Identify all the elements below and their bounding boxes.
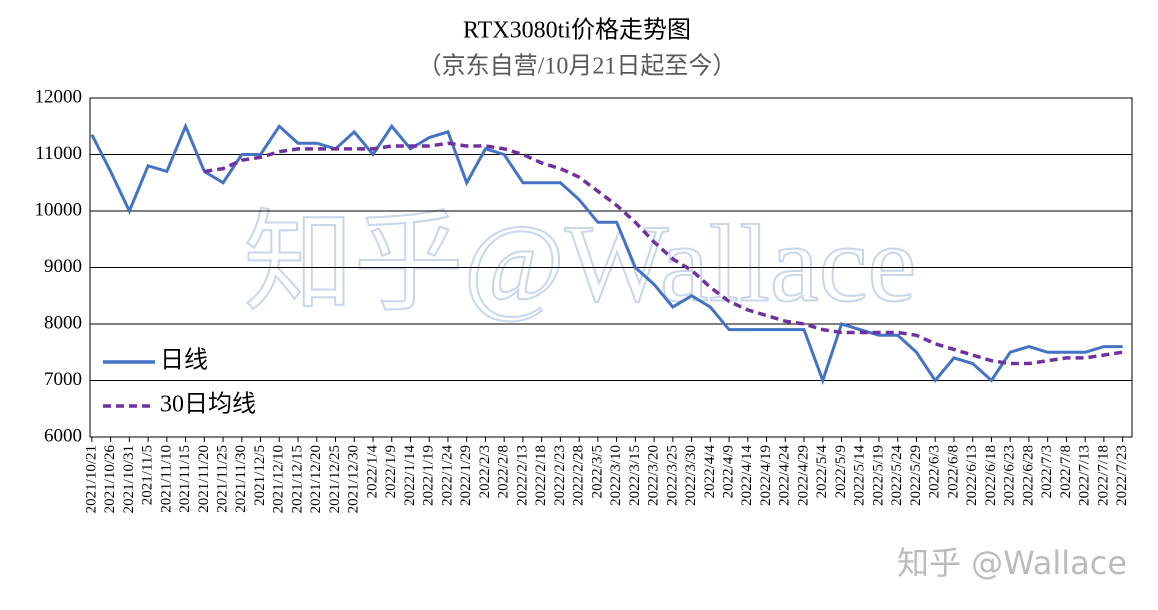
chart-title: RTX3080ti价格走势图 (463, 17, 691, 44)
x-tick-label: 2021/11/30 (233, 445, 249, 513)
x-tick-label: 2022/2/3 (477, 445, 493, 498)
y-tick-label: 6000 (44, 425, 82, 446)
x-tick-label: 2022/5/24 (889, 445, 905, 506)
legend-label: 日线 (160, 347, 208, 374)
x-tick-label: 2022/6/28 (1020, 445, 1036, 506)
x-tick-label: 2022/4/9 (721, 445, 737, 498)
watermark: 知乎@Wallace (244, 202, 917, 324)
x-tick-label: 2022/5/29 (908, 445, 924, 506)
x-tick-label: 2022/4/24 (777, 445, 793, 506)
x-tick-label: 2022/3/25 (664, 445, 680, 506)
x-tick-label: 2022/5/9 (833, 445, 849, 498)
x-tick-label: 2022/4/19 (758, 445, 774, 506)
x-tick-label: 2021/12/30 (346, 445, 362, 513)
x-tick-label: 2022/2/13 (514, 445, 530, 506)
y-tick-label: 9000 (44, 256, 82, 277)
x-tick-label: 2022/5/19 (870, 445, 886, 506)
x-tick-label: 2022/1/4 (364, 445, 380, 499)
x-tick-label: 2021/10/21 (83, 445, 99, 513)
x-tick-label: 2022/2/8 (496, 445, 512, 498)
x-tick-label: 2021/12/5 (252, 445, 268, 506)
x-tick-label: 2022/7/23 (1114, 445, 1130, 506)
credit: 知乎 @Wallace (897, 544, 1127, 582)
x-tick-label: 2021/10/26 (102, 445, 118, 514)
x-tick-label: 2021/12/10 (271, 445, 287, 513)
x-tick-label: 2022/5/14 (852, 445, 868, 506)
x-tick-label: 2021/12/15 (289, 445, 305, 513)
x-tick-label: 2022/1/9 (383, 445, 399, 498)
x-tick-label: 2021/12/20 (308, 445, 324, 513)
x-tick-label: 2022/5/4 (814, 445, 830, 499)
x-tick-label: 2022/7/3 (1039, 445, 1055, 498)
x-tick-label: 2022/2/18 (533, 445, 549, 506)
x-tick-label: 2022/3/10 (608, 445, 624, 506)
series-line (204, 141, 1123, 366)
legend-label: 30日均线 (160, 391, 256, 418)
y-tick-label: 12000 (35, 86, 83, 107)
x-tick-label: 2022/3/30 (683, 445, 699, 506)
x-tick-label: 2022/7/8 (1058, 445, 1074, 498)
x-tick-label: 2022/4/14 (739, 445, 755, 506)
x-tick-label: 2021/11/10 (158, 445, 174, 513)
x-tick-label: 2022/1/29 (458, 445, 474, 506)
y-tick-label: 11000 (35, 143, 82, 164)
x-tick-label: 2022/6/13 (964, 445, 980, 506)
x-tick-label: 2022/3/5 (589, 445, 605, 498)
x-tick-label: 2022/3/20 (646, 445, 662, 506)
x-tick-label: 2022/7/13 (1077, 445, 1093, 506)
y-tick-label: 7000 (44, 369, 82, 390)
x-tick-label: 2022/6/8 (945, 445, 961, 498)
x-tick-label: 2021/10/31 (121, 445, 137, 513)
x-tick-label: 2022/6/23 (1002, 445, 1018, 506)
x-tick-label: 2021/11/25 (214, 445, 230, 513)
x-tick-label: 2022/7/18 (1095, 445, 1111, 506)
x-tick-label: 2022/4/29 (795, 445, 811, 506)
x-tick-label: 2022/2/28 (571, 445, 587, 506)
y-tick-label: 8000 (44, 312, 82, 333)
x-tick-label: 2022/4/4 (702, 445, 718, 499)
x-tick-label: 2022/1/24 (439, 445, 455, 506)
x-tick-label: 2021/11/5 (140, 445, 156, 505)
y-tick-label: 10000 (35, 199, 83, 220)
plot-frame (89, 97, 1133, 438)
chart-subtitle: （京东自营/10月21日起至今） (418, 53, 737, 80)
x-tick-label: 2022/1/14 (402, 445, 418, 506)
series-line (90, 122, 1123, 386)
x-tick-label: 2022/6/18 (983, 445, 999, 506)
x-tick-label: 2022/6/3 (927, 445, 943, 498)
x-tick-label: 2021/11/20 (196, 445, 212, 513)
x-tick-label: 2022/3/15 (627, 445, 643, 506)
x-tick-label: 2021/11/15 (177, 445, 193, 513)
x-tick-label: 2022/2/23 (552, 445, 568, 506)
x-tick-label: 2021/12/25 (327, 445, 343, 513)
x-tick-label: 2022/1/19 (421, 445, 437, 506)
